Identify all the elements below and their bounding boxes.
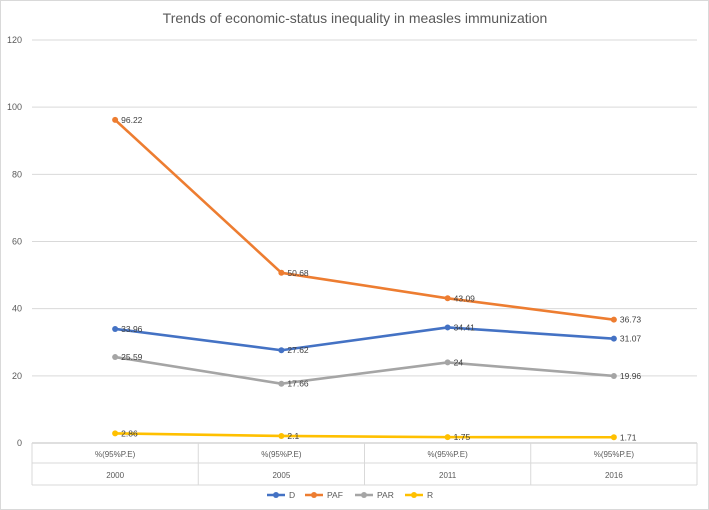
data-label-par: 17.66 (287, 379, 309, 389)
data-label-d: 27.62 (287, 345, 309, 355)
x-subcategory-label: %(95%P.E) (427, 450, 468, 459)
data-point-paf (610, 316, 617, 323)
x-year-label: 2005 (272, 471, 290, 480)
legend-label-par: PAR (377, 490, 394, 500)
legend-label-d: D (289, 490, 295, 500)
x-subcategory-label: %(95%P.E) (261, 450, 302, 459)
data-point-d (112, 325, 119, 332)
y-tick-label: 60 (12, 237, 22, 247)
data-point-d (444, 324, 451, 331)
data-point-d (610, 335, 617, 342)
data-point-r (444, 434, 451, 441)
chart-title: Trends of economic-status inequality in … (163, 10, 548, 26)
data-point-par (112, 354, 119, 361)
data-label-par: 19.96 (620, 371, 642, 381)
data-labels: 33.96 27.62 34.41 31.07 96.22 50.68 43.09 36.73… (121, 115, 641, 442)
data-label-paf: 50.68 (287, 268, 309, 278)
data-label-paf: 96.22 (121, 115, 143, 125)
y-tick-label: 20 (12, 371, 22, 381)
legend-marker-par (361, 492, 367, 498)
data-label-paf: 43.09 (454, 293, 476, 303)
y-tick-label: 100 (7, 102, 22, 112)
y-tick-label: 0 (17, 438, 22, 448)
y-tick-label: 40 (12, 304, 22, 314)
data-label-r: 1.71 (620, 432, 637, 442)
x-subcategory-label: %(95%P.E) (594, 450, 635, 459)
gridlines (32, 39, 697, 444)
series-line-r (115, 432, 614, 439)
data-point-paf (112, 116, 119, 123)
data-label-r: 2.86 (121, 428, 138, 438)
data-point-paf (278, 269, 285, 276)
x-subcategory-label: %(95%P.E) (95, 450, 136, 459)
y-tick-label: 80 (12, 169, 22, 179)
y-axis: 0 20 40 60 80 100 120 (7, 35, 22, 448)
x-year-label: 2011 (439, 471, 457, 480)
data-point-par (444, 359, 451, 366)
series-layer (112, 116, 617, 441)
data-point-d (278, 347, 285, 354)
legend-label-paf: PAF (327, 490, 343, 500)
x-axis: %(95%P.E) 2000 %(95%P.E) 2005 %(95%P.E) 2011%… (31, 443, 698, 486)
data-label-r: 1.75 (454, 432, 471, 442)
legend-label-r: R (427, 490, 433, 500)
legend-marker-r (411, 492, 417, 498)
data-point-par (610, 372, 617, 379)
x-year-label: 2016 (605, 471, 623, 480)
data-label-paf: 36.73 (620, 315, 642, 325)
data-point-par (278, 380, 285, 387)
data-label-d: 34.41 (454, 322, 476, 332)
series-line-d (114, 326, 614, 352)
legend-marker-d (273, 492, 279, 498)
x-year-label: 2000 (106, 471, 124, 480)
series-line-par (114, 355, 614, 385)
data-point-r (278, 432, 285, 439)
data-point-r (112, 430, 119, 437)
data-label-par: 25.59 (121, 352, 143, 362)
legend[interactable]: D PAF PAR R (267, 490, 433, 500)
data-label-par: 24 (454, 357, 464, 367)
data-label-d: 33.96 (121, 324, 143, 334)
y-tick-label: 120 (7, 35, 22, 45)
data-point-paf (444, 295, 451, 302)
legend-marker-paf (311, 492, 317, 498)
data-label-r: 2.1 (287, 431, 299, 441)
data-label-d: 31.07 (620, 334, 642, 344)
data-point-r (610, 434, 617, 441)
series-line-paf (114, 118, 615, 321)
